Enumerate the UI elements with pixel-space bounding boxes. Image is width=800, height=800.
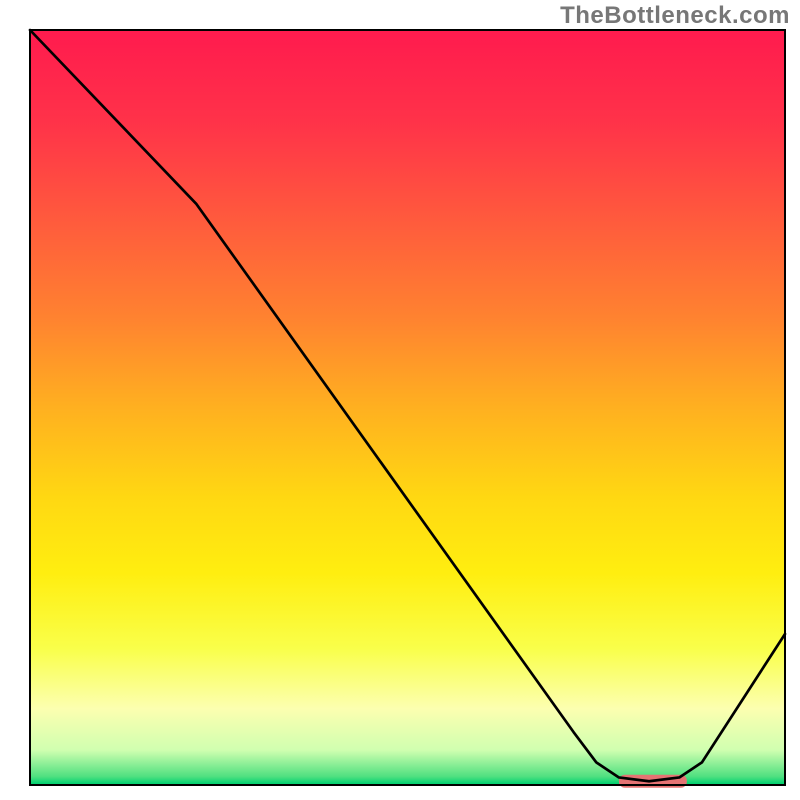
chart-container: TheBottleneck.com xyxy=(0,0,800,800)
bottleneck-chart xyxy=(0,0,800,800)
chart-gradient-bg xyxy=(31,31,784,784)
watermark-text: TheBottleneck.com xyxy=(560,2,790,30)
